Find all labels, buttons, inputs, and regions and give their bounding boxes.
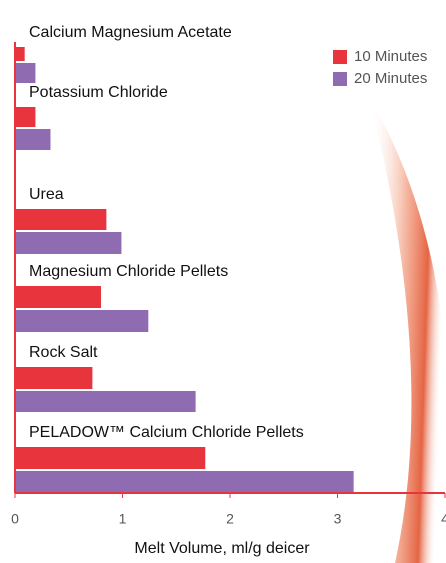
bar [15,391,196,412]
legend-label: 20 Minutes [354,70,427,87]
bar [15,286,101,308]
category-label: Magnesium Chloride Pellets [29,263,228,280]
category-label: Urea [29,186,64,203]
bar [15,47,25,61]
category-label: Potassium Chloride [29,84,168,101]
x-tick-label: 0 [11,511,19,527]
legend-label: 10 Minutes [354,48,427,65]
bar [15,63,35,83]
bar [15,310,148,332]
bar [15,367,92,389]
chart: Melt Volume, ml/g deicer Calcium Magnesi… [0,0,446,563]
x-tick-label: 3 [334,511,342,527]
category-label: Calcium Magnesium Acetate [29,24,232,41]
bar [15,107,35,127]
bar [15,209,106,230]
x-tick-label: 1 [119,511,127,527]
legend-swatch [333,50,347,64]
bar [15,447,205,469]
x-axis-label: Melt Volume, ml/g deicer [134,540,310,557]
bar [15,232,121,254]
bar [15,471,354,493]
bar [15,129,50,150]
x-tick-label: 2 [226,511,234,527]
category-label: PELADOW™ Calcium Chloride Pellets [29,424,304,441]
legend-swatch [333,72,347,86]
category-label: Rock Salt [29,344,98,361]
x-tick-label: 4 [441,511,446,527]
